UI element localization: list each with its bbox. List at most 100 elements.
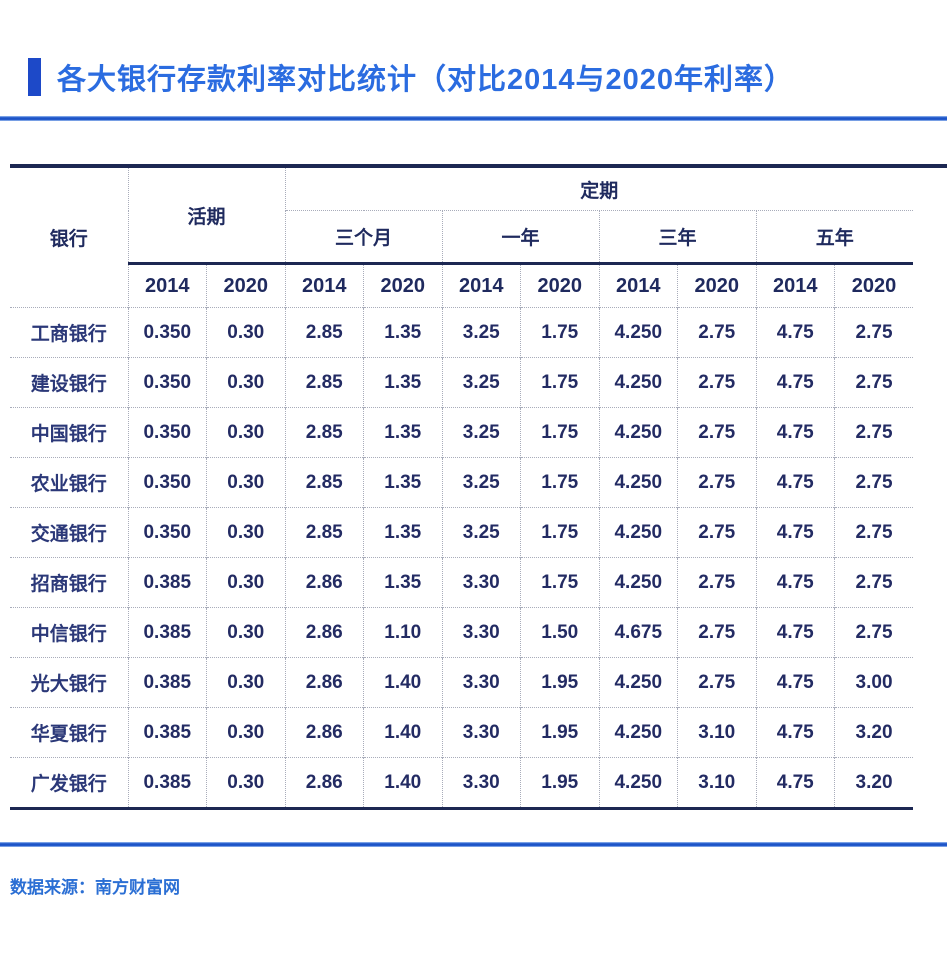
rate-cell: 1.10 [363, 607, 443, 658]
table-row: 工商银行 0.350 0.30 2.85 1.35 3.25 1.75 4.25… [10, 307, 914, 358]
rate-cell: 1.35 [363, 557, 443, 608]
rate-cell: 0.30 [206, 507, 286, 558]
rate-cell: 0.30 [206, 557, 286, 608]
rate-cell: 0.30 [206, 407, 286, 458]
rate-cell: 2.75 [677, 357, 757, 408]
rate-cell: 4.75 [756, 507, 836, 558]
rate-cell: 3.30 [442, 557, 522, 608]
rate-cell: 3.25 [442, 507, 522, 558]
rate-cell: 2.75 [677, 407, 757, 458]
rate-cell: 3.30 [442, 707, 522, 758]
rate-cell: 4.250 [599, 457, 679, 508]
bank-name-cell: 建设银行 [10, 357, 129, 408]
rate-cell: 0.30 [206, 657, 286, 708]
bank-name-cell: 华夏银行 [10, 707, 129, 758]
page-title: 各大银行存款利率对比统计（对比2014与2020年利率） [57, 64, 795, 96]
rate-cell: 0.350 [128, 357, 207, 408]
table-row: 建设银行 0.350 0.30 2.85 1.35 3.25 1.75 4.25… [10, 357, 914, 408]
rate-cell: 1.40 [363, 707, 443, 758]
rate-cell: 0.350 [128, 407, 207, 458]
rate-cell: 0.30 [206, 357, 286, 408]
rate-cell: 2.86 [285, 657, 365, 708]
table-row: 广发银行 0.385 0.30 2.86 1.40 3.30 1.95 4.25… [10, 757, 914, 810]
bank-name-cell: 招商银行 [10, 557, 129, 608]
rate-cell: 4.75 [756, 607, 836, 658]
rate-cell: 1.75 [520, 357, 600, 408]
rate-cell: 2.75 [834, 307, 914, 358]
rate-cell: 4.250 [599, 657, 679, 708]
year-header-cell: 2020 [834, 262, 914, 308]
rate-cell: 3.25 [442, 357, 522, 408]
rate-cell: 4.75 [756, 707, 836, 758]
rate-cell: 2.85 [285, 407, 365, 458]
year-header-cell: 2020 [677, 262, 757, 308]
rate-cell: 2.86 [285, 607, 365, 658]
table-row: 农业银行 0.350 0.30 2.85 1.35 3.25 1.75 4.25… [10, 457, 914, 508]
rate-cell: 4.75 [756, 307, 836, 358]
rate-cell: 2.86 [285, 557, 365, 608]
rate-cell: 3.30 [442, 657, 522, 708]
rate-cell: 2.75 [677, 557, 757, 608]
rate-cell: 0.385 [128, 607, 207, 658]
rate-cell: 1.40 [363, 757, 443, 810]
header-bank: 银行 [10, 168, 129, 308]
title-accent-bar-icon [28, 58, 41, 96]
rate-cell: 2.85 [285, 457, 365, 508]
rate-cell: 3.30 [442, 607, 522, 658]
year-header-cell: 2020 [363, 262, 443, 308]
rate-cell: 3.20 [834, 757, 914, 810]
rate-cell: 4.250 [599, 357, 679, 408]
year-header-cell: 2020 [206, 262, 286, 308]
title-divider [0, 116, 947, 121]
rate-cell: 0.350 [128, 457, 207, 508]
header-fixed-deposit: 定期 [285, 168, 914, 211]
rate-cell: 2.75 [677, 307, 757, 358]
bank-name-cell: 中信银行 [10, 607, 129, 658]
rate-cell: 4.75 [756, 457, 836, 508]
rate-cell: 1.35 [363, 407, 443, 458]
year-header-cell: 2020 [520, 262, 600, 308]
rate-cell: 2.75 [677, 457, 757, 508]
rate-cell: 3.25 [442, 457, 522, 508]
rate-cell: 1.40 [363, 657, 443, 708]
rate-cell: 2.75 [834, 507, 914, 558]
rate-cell: 0.30 [206, 457, 286, 508]
table-row: 交通银行 0.350 0.30 2.85 1.35 3.25 1.75 4.25… [10, 507, 914, 558]
rate-cell: 1.75 [520, 507, 600, 558]
rate-cell: 3.20 [834, 707, 914, 758]
rate-cell: 1.95 [520, 707, 600, 758]
rate-cell: 0.30 [206, 757, 286, 810]
header-row-groups: 银行 活期 定期 [10, 168, 914, 308]
header-period-5years: 五年 [815, 228, 854, 249]
header-period-1year: 一年 [442, 210, 600, 264]
page-header: 各大银行存款利率对比统计（对比2014与2020年利率） [0, 0, 947, 98]
rate-cell: 2.75 [834, 607, 914, 658]
rate-cell: 3.10 [677, 707, 757, 758]
rate-cell: 4.250 [599, 707, 679, 758]
rate-cell: 4.250 [599, 757, 679, 810]
rate-cell: 4.75 [756, 407, 836, 458]
rate-cell: 1.75 [520, 407, 600, 458]
table-row: 中国银行 0.350 0.30 2.85 1.35 3.25 1.75 4.25… [10, 407, 914, 458]
rate-cell: 4.75 [756, 557, 836, 608]
rate-cell: 1.35 [363, 507, 443, 558]
rate-cell: 1.50 [520, 607, 600, 658]
rate-cell: 0.350 [128, 507, 207, 558]
data-source-label: 数据来源：南方财富网 [10, 878, 180, 897]
header-row-periods: 三个月 一年 三年 五年 [10, 210, 913, 264]
rate-cell: 4.250 [599, 307, 679, 358]
bank-name-cell: 中国银行 [10, 407, 129, 458]
rate-cell: 1.75 [520, 457, 600, 508]
table-row: 招商银行 0.385 0.30 2.86 1.35 3.30 1.75 4.25… [10, 557, 914, 608]
deposit-rates-table: 银行 活期 定期 三个月 一年 三年 五年 2014 2020 2014 202… [10, 168, 914, 810]
rate-cell: 1.75 [520, 557, 600, 608]
rate-cell: 0.385 [128, 557, 207, 608]
rate-cell: 1.35 [363, 457, 443, 508]
rate-cell: 4.75 [756, 757, 836, 810]
table-row: 光大银行 0.385 0.30 2.86 1.40 3.30 1.95 4.25… [10, 657, 914, 708]
header-period-3years: 三年 [599, 210, 757, 264]
rate-cell: 2.75 [834, 357, 914, 408]
rate-cell: 2.86 [285, 757, 365, 810]
rates-table-wrapper: 银行 活期 定期 三个月 一年 三年 五年 2014 2020 2014 202… [10, 164, 947, 810]
header-demand-deposit: 活期 [128, 168, 286, 264]
